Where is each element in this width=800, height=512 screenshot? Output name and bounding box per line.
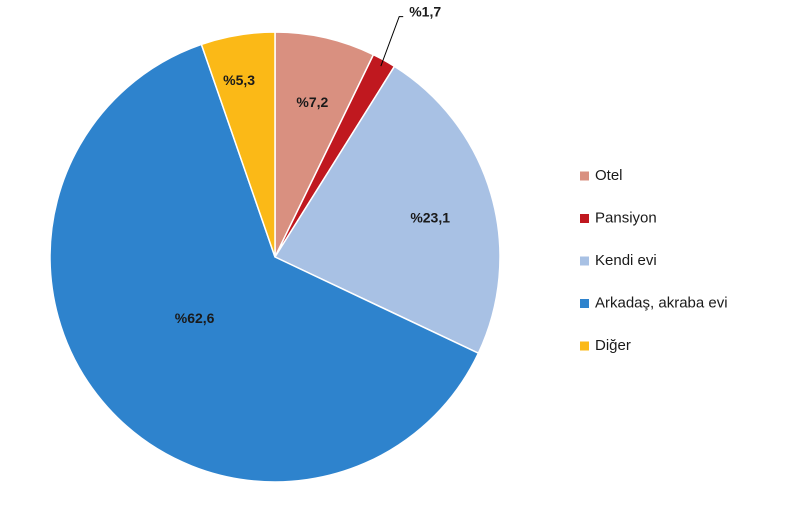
legend-swatch-kendi-evi [580, 256, 589, 266]
legend-label-kendi-evi: Kendi evi [595, 252, 657, 269]
legend-swatch-otel [580, 171, 589, 181]
legend-swatch-diger [580, 341, 589, 351]
legend-label-pansiyon: Pansiyon [595, 209, 657, 226]
slice-label-diger: %5,3 [223, 72, 255, 88]
legend-label-arkadas-akraba-evi: Arkadaş, akraba evi [595, 294, 728, 311]
slice-labels: %7,2 %1,7 %23,1 %62,6 %5,3 [175, 3, 450, 325]
legend-label-otel: Otel [595, 167, 623, 184]
slice-label-pansiyon: %1,7 [409, 3, 441, 19]
pie-slice-kendi-evi [273, 65, 501, 355]
pie-slice-otel [274, 31, 375, 258]
legend-swatch-pansiyon [580, 214, 589, 223]
leader-lines [380, 16, 404, 67]
pie-slice-arkadas-akraba-evi [49, 43, 480, 483]
leader-line-pansiyon [380, 16, 404, 67]
pie-slice-diger [200, 31, 276, 258]
slice-label-arkadas-akraba-evi: %62,6 [175, 310, 215, 326]
pie-slices [49, 31, 501, 483]
slice-label-otel: %7,2 [296, 94, 328, 110]
slice-label-kendi-evi: %23,1 [410, 209, 450, 225]
legend: Otel Pansiyon Kendi evi Arkadaş, akraba evi… [580, 167, 728, 354]
legend-swatch-arkadas-akraba-evi [580, 299, 589, 308]
legend-label-diger: Diğer [595, 337, 631, 354]
